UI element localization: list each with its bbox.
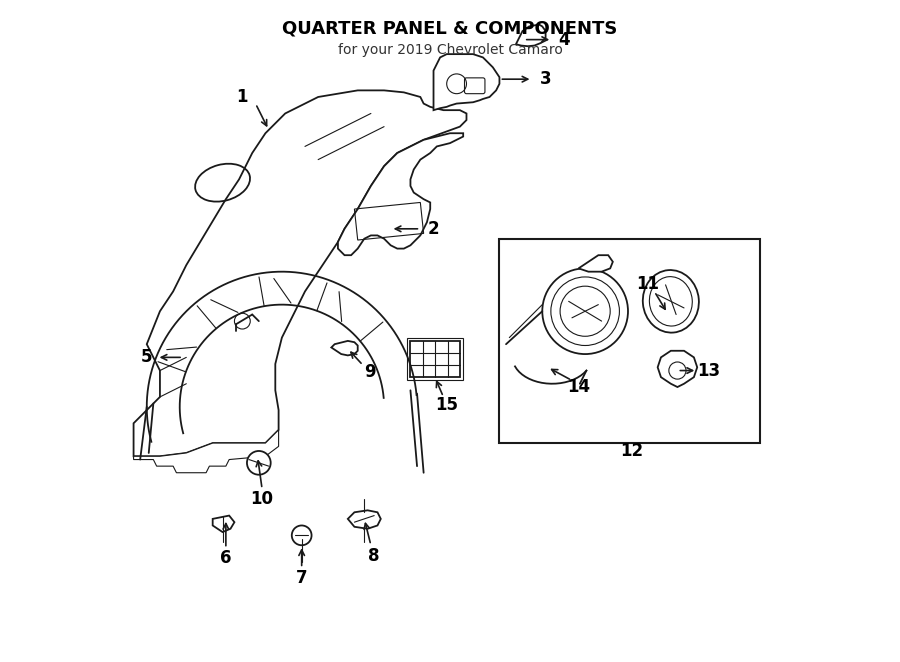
Text: 15: 15 [436,396,458,414]
Text: 9: 9 [364,363,375,381]
Circle shape [543,268,628,354]
Text: 5: 5 [141,348,152,366]
Polygon shape [434,54,500,110]
Text: 12: 12 [620,442,643,460]
Bar [410,341,460,377]
Text: for your 2019 Chevrolet Camaro: for your 2019 Chevrolet Camaro [338,43,562,57]
Circle shape [247,451,271,475]
Polygon shape [347,510,381,529]
Text: 1: 1 [237,88,248,106]
Text: 3: 3 [540,70,552,88]
Text: 7: 7 [296,569,308,587]
Polygon shape [338,133,464,255]
Polygon shape [579,255,613,271]
Polygon shape [516,24,545,46]
Text: 13: 13 [698,361,721,379]
Text: QUARTER PANEL & COMPONENTS: QUARTER PANEL & COMPONENTS [283,20,617,38]
Polygon shape [212,516,234,532]
Text: 10: 10 [250,490,274,508]
Polygon shape [331,341,357,355]
Text: 11: 11 [636,275,660,293]
Ellipse shape [643,270,699,332]
Text: 2: 2 [428,220,439,238]
Bar [500,239,760,443]
Circle shape [234,313,250,329]
Circle shape [446,74,466,94]
Text: 4: 4 [558,30,570,48]
Bar [407,338,464,381]
Circle shape [292,526,311,545]
Polygon shape [658,351,698,387]
Polygon shape [133,430,279,473]
Text: 6: 6 [220,549,231,567]
Text: 14: 14 [567,378,590,396]
Text: 8: 8 [368,547,380,565]
Polygon shape [133,91,466,456]
